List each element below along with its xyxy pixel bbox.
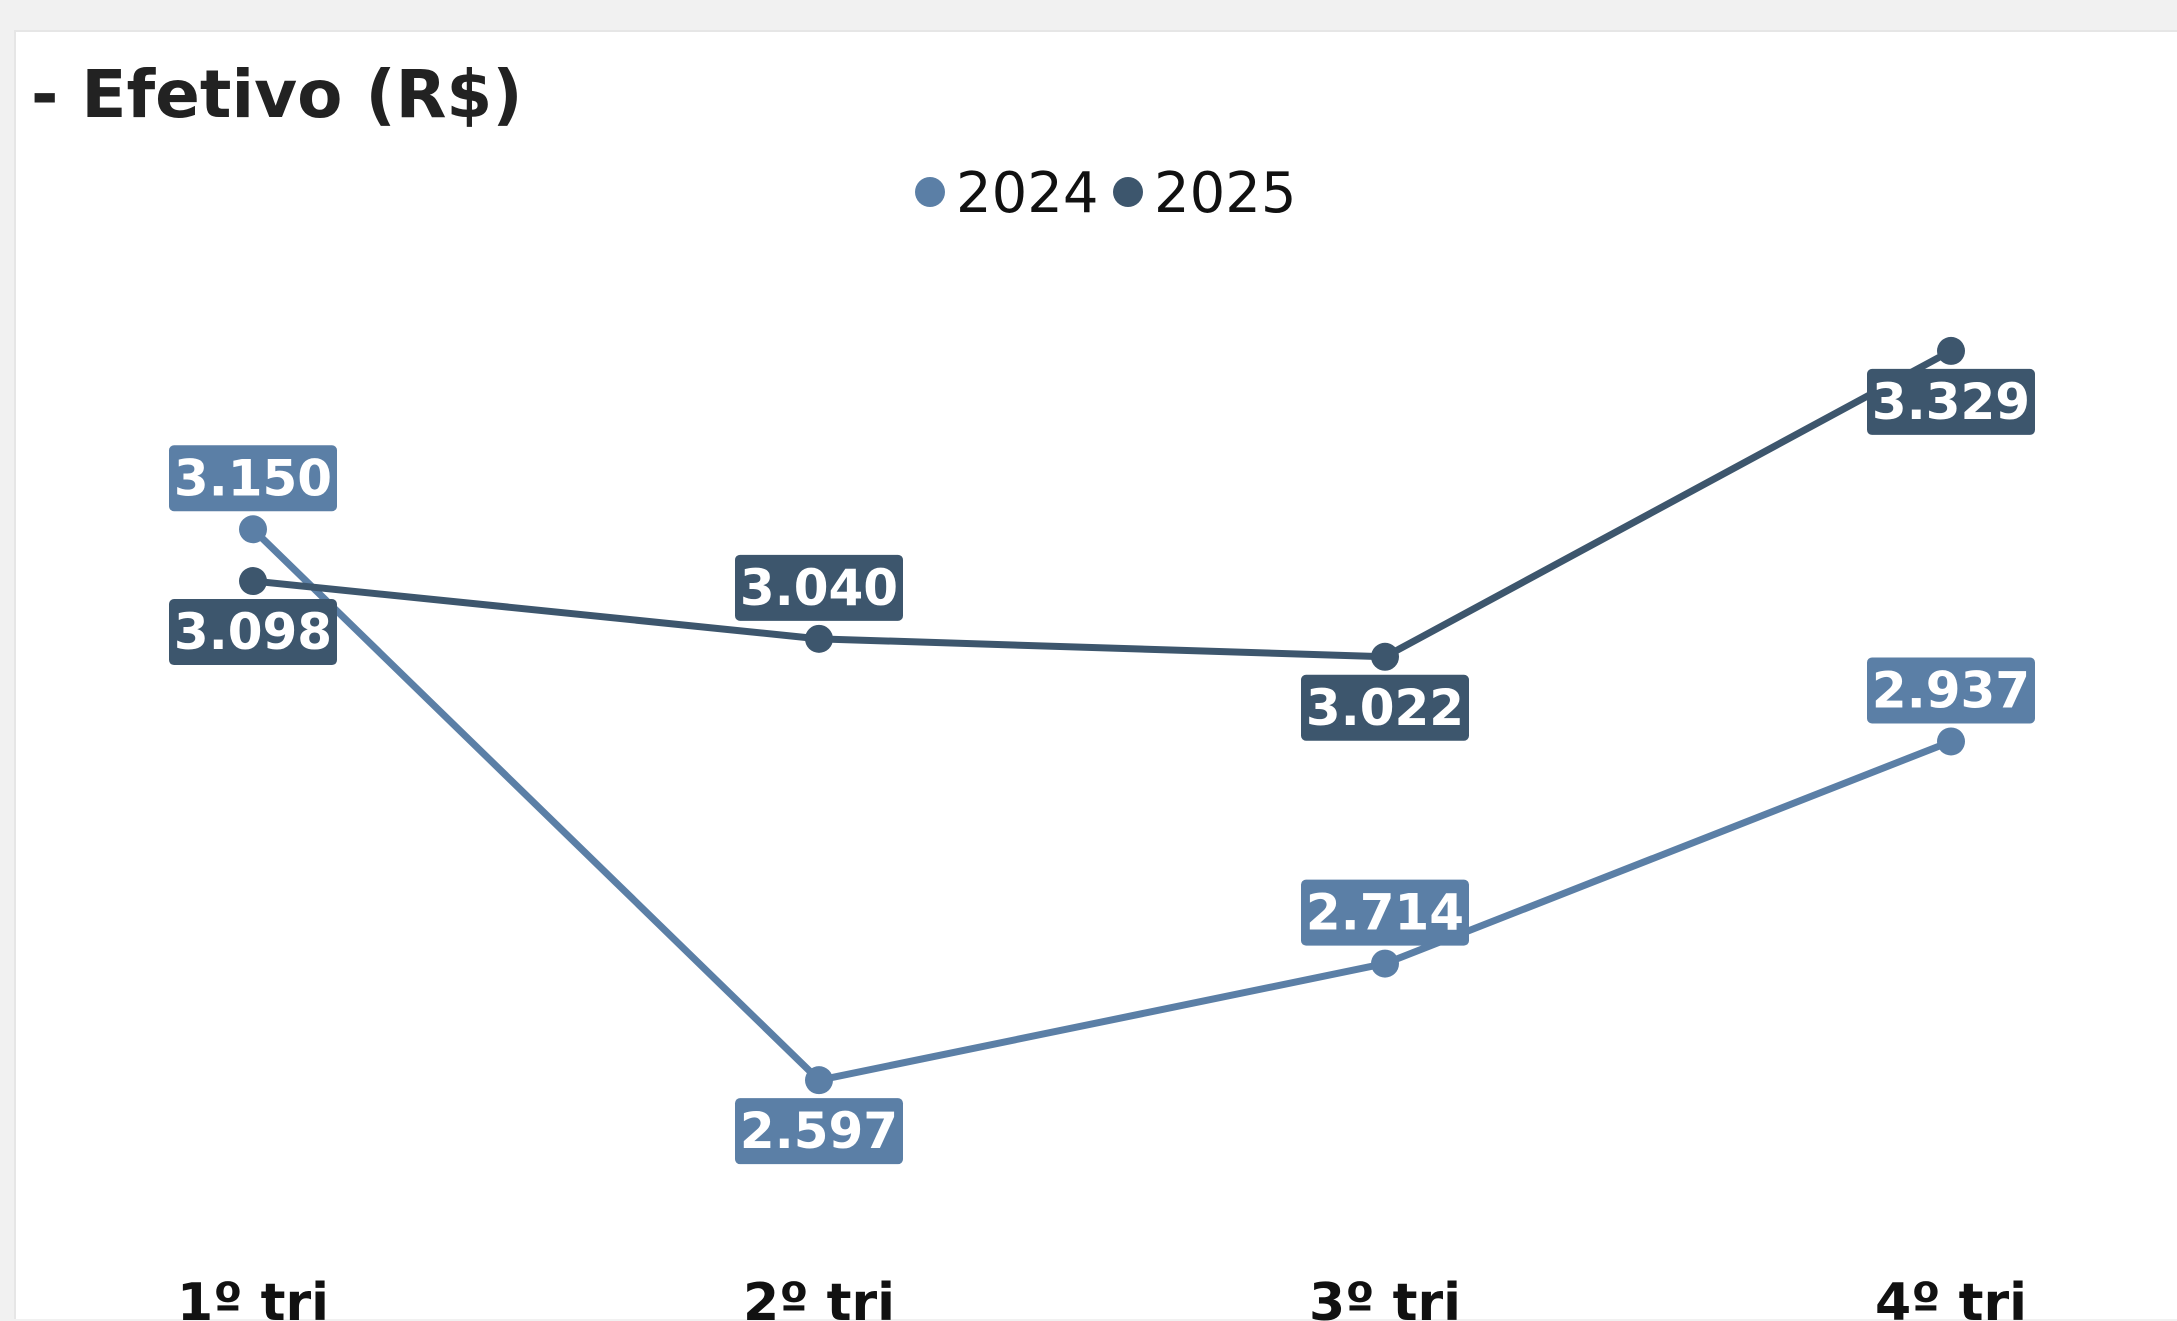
data-label-value: 2.937 (1872, 661, 2030, 719)
legend-marker-2025 (1113, 177, 1143, 207)
series-points (239, 336, 1965, 1095)
legend: 2024 2025 (915, 161, 1297, 226)
data-label-box (1301, 879, 1469, 946)
data-label-box (1867, 368, 2035, 435)
data-point-2024-4 (1937, 727, 1965, 756)
data-label-value: 3.022 (1306, 679, 1464, 737)
data-label-box (169, 599, 337, 666)
data-label-box (735, 1098, 903, 1165)
chart-title: - Efetivo (R$) (31, 56, 523, 133)
line-chart: - Efetivo (R$) 2024 2025 3.150 2.597 2.714 2… (31, 56, 2035, 1321)
data-point-2025-1 (239, 567, 267, 596)
series-line-2025 (249, 347, 1955, 661)
data-label-value: 3.150 (174, 449, 332, 507)
data-label-2024-4: 2.937 (1867, 657, 2035, 724)
legend-label-2025: 2025 (1154, 161, 1297, 226)
series-lines (249, 347, 1955, 1084)
data-label-value: 3.098 (174, 603, 332, 661)
data-label-2024-2: 2.597 (735, 1098, 903, 1165)
data-label-box (735, 554, 903, 621)
data-labels: 3.150 2.597 2.714 2.937 3.098 3.040 3.022 3.329 (169, 368, 2035, 1165)
x-tick-label-1: 1º tri (177, 1273, 329, 1321)
x-tick-label-2: 2º tri (743, 1273, 895, 1321)
data-label-2024-1: 3.150 (169, 445, 337, 512)
data-label-value: 2.597 (740, 1102, 898, 1160)
data-label-2024-3: 2.714 (1301, 879, 1469, 946)
x-tick-label-3: 3º tri (1309, 1273, 1461, 1321)
data-label-value: 3.329 (1872, 373, 2030, 431)
data-point-2024-1 (239, 515, 267, 544)
data-label-2025-3: 3.022 (1301, 674, 1469, 741)
x-axis: 1º tri 2º tri 3º tri 4º tri (177, 1273, 2027, 1321)
data-label-box (1867, 657, 2035, 724)
data-label-2025-2: 3.040 (735, 554, 903, 621)
legend-label-2024: 2024 (956, 161, 1099, 226)
data-point-2025-2 (805, 624, 833, 653)
data-point-2024-3 (1371, 949, 1399, 978)
legend-marker-2024 (915, 177, 945, 207)
data-label-box (1301, 674, 1469, 741)
data-label-2025-1: 3.098 (169, 599, 337, 666)
chart-panel: - Efetivo (R$) 2024 2025 3.150 2.597 2.714 2… (14, 30, 2177, 1321)
series-line-2024 (249, 525, 1955, 1084)
data-label-value: 2.714 (1306, 884, 1464, 942)
data-point-2024-2 (805, 1066, 833, 1095)
x-tick-label-4: 4º tri (1875, 1273, 2027, 1321)
data-point-2025-3 (1371, 642, 1399, 671)
data-label-2025-4: 3.329 (1867, 368, 2035, 435)
data-label-value: 3.040 (740, 559, 898, 617)
data-label-box (169, 445, 337, 512)
data-point-2025-4 (1937, 336, 1965, 365)
